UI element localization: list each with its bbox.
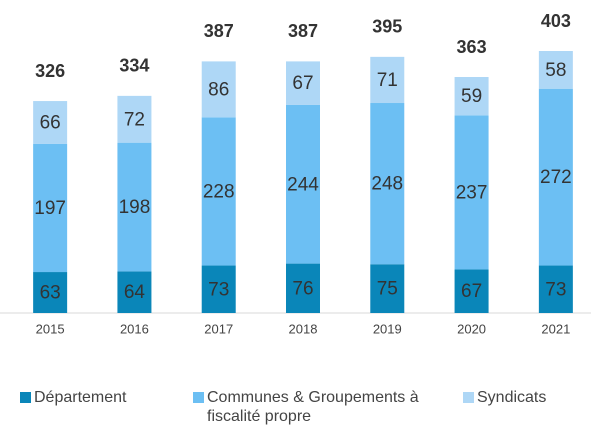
bar-segment: [201, 117, 236, 266]
legend-label: Communes & Groupements à fiscalité propr…: [207, 389, 419, 425]
segment-label: 75: [377, 279, 398, 300]
legend-label: Département: [34, 389, 127, 406]
legend-swatch: [463, 392, 474, 403]
x-tick-label: 2021: [541, 321, 570, 336]
segment-label: 67: [461, 281, 482, 302]
bar-segment: [370, 103, 405, 265]
bar-segment: [286, 263, 320, 313]
total-label: 387: [288, 21, 318, 41]
legend-item: Syndicats: [463, 388, 583, 407]
bar-segment: [538, 265, 573, 313]
bar-segment: [370, 264, 405, 313]
bar-segment: [33, 101, 68, 144]
total-label: 403: [541, 11, 571, 31]
segment-label: 248: [371, 174, 403, 195]
chart: 63 197 66 326 2015 64 198 72 334 2016 73 228 86 387 20…: [0, 11, 591, 336]
legend-label: Syndicats: [477, 389, 547, 406]
bar-segment: [117, 142, 152, 272]
bar-segment: [286, 61, 320, 105]
x-tick-label: 2015: [36, 321, 65, 336]
legend-swatch: [193, 392, 204, 403]
total-label: 363: [457, 37, 487, 57]
x-tick-label: 2018: [289, 321, 318, 336]
legend-item: Département: [20, 388, 180, 407]
legend-item: Communes & Groupements à fiscalité propr…: [193, 388, 433, 426]
total-label: 395: [372, 17, 402, 37]
segment-label: 73: [208, 279, 229, 300]
bar-segment: [117, 271, 152, 313]
x-tick-label: 2019: [373, 321, 402, 336]
segment-label: 198: [119, 197, 151, 218]
bar-segment: [201, 61, 236, 118]
bar-segment: [454, 269, 489, 313]
segment-label: 76: [292, 278, 313, 299]
bar-segment: [286, 104, 320, 264]
total-label: 334: [119, 56, 149, 76]
x-tick-label: 2017: [204, 321, 233, 336]
segment-label: 73: [545, 279, 566, 300]
bar-segment: [538, 51, 573, 89]
segment-label: 244: [287, 174, 319, 195]
segment-label: 59: [461, 86, 482, 107]
x-tick-label: 2020: [457, 321, 486, 336]
bar-segment: [201, 265, 236, 313]
bar-segment: [538, 88, 573, 266]
segment-label: 237: [456, 182, 488, 203]
total-label: 387: [204, 21, 234, 41]
segment-label: 63: [40, 283, 61, 304]
segment-label: 86: [208, 79, 229, 100]
bar-segment: [454, 115, 489, 270]
segment-label: 67: [292, 73, 313, 94]
x-tick-label: 2016: [120, 321, 149, 336]
segment-label: 64: [124, 282, 146, 303]
segment-label: 58: [545, 60, 566, 81]
total-label: 326: [35, 61, 65, 81]
legend-swatch: [20, 392, 31, 403]
bar-segment: [370, 56, 405, 104]
bar-segment: [33, 272, 68, 313]
legend: Département Communes & Groupements à fisc…: [0, 388, 591, 427]
segment-label: 197: [34, 198, 66, 219]
segment-label: 228: [203, 181, 235, 202]
bar-segment: [454, 77, 489, 116]
segment-label: 71: [377, 70, 398, 91]
segment-label: 272: [540, 167, 572, 188]
bar-segment: [117, 95, 152, 143]
segment-label: 66: [40, 113, 61, 134]
segment-label: 72: [124, 109, 145, 130]
bar-segment: [33, 143, 68, 273]
